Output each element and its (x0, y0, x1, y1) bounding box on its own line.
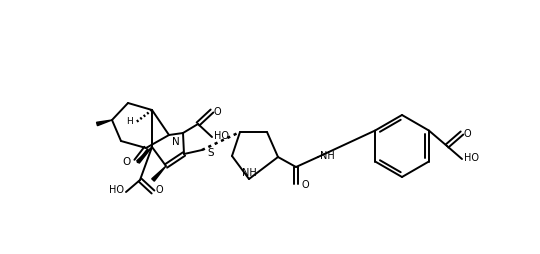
Polygon shape (137, 147, 152, 163)
Polygon shape (97, 120, 112, 126)
Text: H: H (126, 118, 133, 126)
Text: O: O (464, 129, 471, 139)
Text: N: N (172, 137, 180, 147)
Text: O: O (123, 157, 131, 167)
Text: O: O (155, 185, 163, 195)
Text: O: O (214, 107, 221, 117)
Text: NH: NH (320, 151, 335, 161)
Text: NH: NH (241, 168, 256, 178)
Text: HO: HO (214, 131, 229, 141)
Text: O: O (301, 180, 309, 190)
Text: HO: HO (109, 185, 124, 195)
Text: HO: HO (464, 153, 479, 163)
Text: S: S (207, 148, 214, 158)
Polygon shape (152, 166, 166, 181)
